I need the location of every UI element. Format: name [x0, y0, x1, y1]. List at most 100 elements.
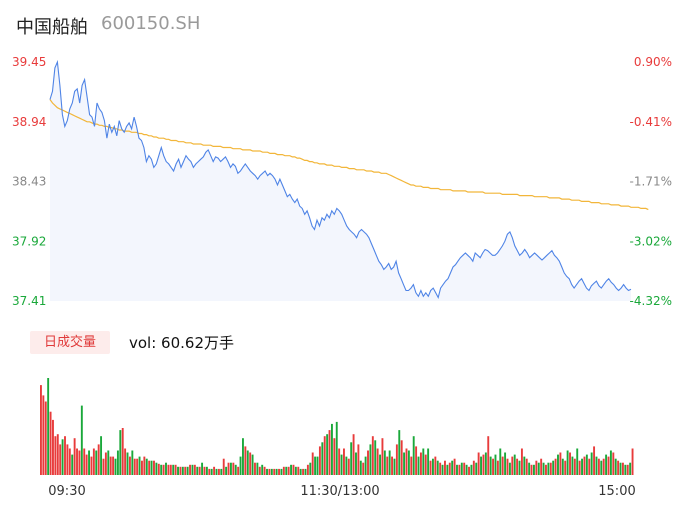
volume-bar — [367, 450, 369, 475]
price-tick-label: 38.94 — [12, 115, 46, 129]
volume-bar — [386, 456, 389, 475]
volume-bar — [453, 458, 456, 475]
volume-bar — [304, 468, 307, 475]
volume-bar — [451, 460, 454, 475]
volume-bar — [107, 450, 110, 475]
volume-bar — [427, 448, 430, 475]
volume-bar — [468, 466, 470, 475]
volume-bar — [116, 450, 119, 475]
volume-bar — [530, 464, 533, 475]
volume-bar — [97, 444, 100, 475]
volume-bar — [316, 456, 319, 475]
volume-bar — [323, 436, 326, 475]
volume-bar — [165, 462, 167, 475]
volume-bar — [343, 448, 345, 475]
volume-bar — [364, 456, 367, 475]
volume-bar — [470, 464, 473, 475]
volume-bar — [581, 458, 583, 475]
volume-bar — [597, 458, 600, 475]
volume-bar — [487, 436, 490, 475]
volume-bar — [374, 440, 377, 475]
volume-bar — [338, 448, 341, 475]
volume-bar — [208, 468, 211, 475]
price-tick-label: 37.41 — [12, 294, 46, 308]
volume-bar — [578, 460, 581, 475]
volume-bar — [124, 448, 127, 475]
volume-bar — [434, 456, 437, 475]
volume-bar — [280, 468, 283, 475]
volume-bar — [239, 456, 242, 475]
volume-bar — [213, 466, 216, 475]
volume-bar — [436, 460, 439, 475]
volume-bar — [407, 450, 410, 475]
volume-bar — [631, 448, 634, 475]
volume-bar — [297, 466, 300, 475]
volume-bar — [76, 448, 78, 475]
volume-bar — [167, 464, 170, 475]
volume-bar — [614, 458, 617, 475]
volume-bar — [328, 430, 331, 475]
volume-bar — [506, 458, 509, 475]
volume-bar — [576, 448, 579, 475]
volume-bar — [131, 450, 134, 475]
time-tick-label: 15:00 — [598, 484, 635, 499]
volume-bar — [174, 464, 177, 475]
price-tick-label: 39.45 — [12, 55, 46, 69]
volume-bar — [278, 468, 280, 475]
volume-bar — [359, 460, 362, 475]
volume-bar — [246, 450, 249, 475]
volume-bar — [302, 468, 305, 475]
volume-bar — [112, 456, 115, 475]
volume-bar — [141, 460, 143, 475]
volume-bar — [184, 466, 187, 475]
volume-bar — [499, 448, 502, 475]
volume-bar — [624, 464, 627, 475]
volume-bar — [220, 468, 223, 475]
volume-bar — [249, 452, 252, 475]
volume-bar — [179, 466, 182, 475]
volume-bar — [561, 458, 564, 475]
volume-bar — [388, 450, 391, 475]
average-price-line — [49, 99, 649, 211]
volume-bar — [379, 454, 381, 475]
volume-bar — [537, 462, 540, 475]
volume-bar — [371, 436, 374, 475]
time-tick-label: 09:30 — [48, 484, 85, 499]
volume-bar — [573, 458, 576, 475]
volume-bar — [169, 464, 172, 475]
volume-bar — [340, 454, 343, 475]
pct-tick-label: -4.32% — [630, 294, 672, 308]
volume-bar — [357, 444, 360, 475]
daily-volume-button[interactable]: 日成交量 — [30, 331, 110, 354]
volume-bar — [90, 456, 93, 475]
volume-bar — [275, 468, 278, 475]
volume-bar — [605, 454, 608, 475]
volume-bar — [40, 385, 42, 475]
volume-bar — [545, 464, 547, 475]
volume-bar — [80, 405, 83, 475]
volume-bar — [600, 460, 603, 475]
volume-bar — [352, 434, 355, 475]
volume-bar — [330, 423, 333, 475]
volume-bar — [612, 452, 615, 475]
volume-bar — [186, 466, 189, 475]
volume-bar — [88, 450, 90, 475]
volume-bar — [270, 468, 273, 475]
volume-bar — [54, 436, 57, 475]
stock-code: 600150.SH — [101, 13, 201, 34]
volume-bar — [629, 462, 632, 475]
volume-bar — [237, 466, 240, 475]
volume-bar — [285, 466, 288, 475]
volume-bar — [292, 464, 295, 475]
volume-bar — [458, 464, 461, 475]
price-axis-right: 0.90% -0.41% -1.71% -3.02% -4.32% — [630, 55, 672, 308]
pct-tick-label: -1.71% — [630, 175, 672, 189]
volume-bar — [441, 464, 444, 475]
volume-bar — [114, 458, 117, 475]
volume-bar — [196, 466, 199, 475]
volume-bar — [609, 450, 612, 475]
volume-bar — [547, 462, 550, 475]
volume-bar — [210, 468, 213, 475]
volume-bar — [121, 428, 124, 475]
